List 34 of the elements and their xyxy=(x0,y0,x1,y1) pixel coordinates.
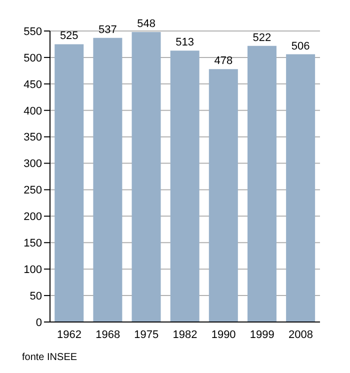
y-tick-label: 450 xyxy=(24,78,42,91)
y-tick-label: 100 xyxy=(24,264,42,276)
x-tick-label: 1962 xyxy=(57,328,82,341)
y-tick-label: 550 xyxy=(24,26,42,38)
y-tick-label: 50 xyxy=(30,290,42,302)
data-label: 522 xyxy=(252,32,272,44)
y-tick-label: 250 xyxy=(24,184,42,197)
y-tick-label: 400 xyxy=(24,105,42,118)
y-tick-label: 150 xyxy=(24,238,42,250)
bar xyxy=(54,44,84,322)
data-label: 548 xyxy=(137,18,156,30)
data-label: 506 xyxy=(291,40,310,52)
data-label: 478 xyxy=(214,55,233,68)
data-label: 513 xyxy=(176,36,194,49)
x-tick-label: 1975 xyxy=(134,328,159,341)
y-tick-label: 500 xyxy=(24,52,42,64)
x-tick-label: 2008 xyxy=(288,328,313,341)
y-tick-label: 350 xyxy=(24,132,42,144)
data-label: 525 xyxy=(60,30,78,42)
bar xyxy=(208,69,238,322)
bar xyxy=(132,32,161,322)
x-tick-label: 1999 xyxy=(250,328,274,341)
x-tick-label: 1968 xyxy=(96,328,120,341)
bar xyxy=(247,46,276,322)
bar xyxy=(170,50,200,322)
bar xyxy=(286,54,316,322)
x-tick-label: 1982 xyxy=(172,328,198,341)
y-tick-label: 0 xyxy=(36,316,42,329)
source-note: fonte INSEE xyxy=(22,352,78,363)
data-label: 537 xyxy=(98,24,117,36)
bar xyxy=(93,38,122,322)
y-tick-label: 300 xyxy=(24,158,42,170)
y-tick-label: 200 xyxy=(24,211,42,224)
x-tick-label: 1990 xyxy=(211,328,236,341)
